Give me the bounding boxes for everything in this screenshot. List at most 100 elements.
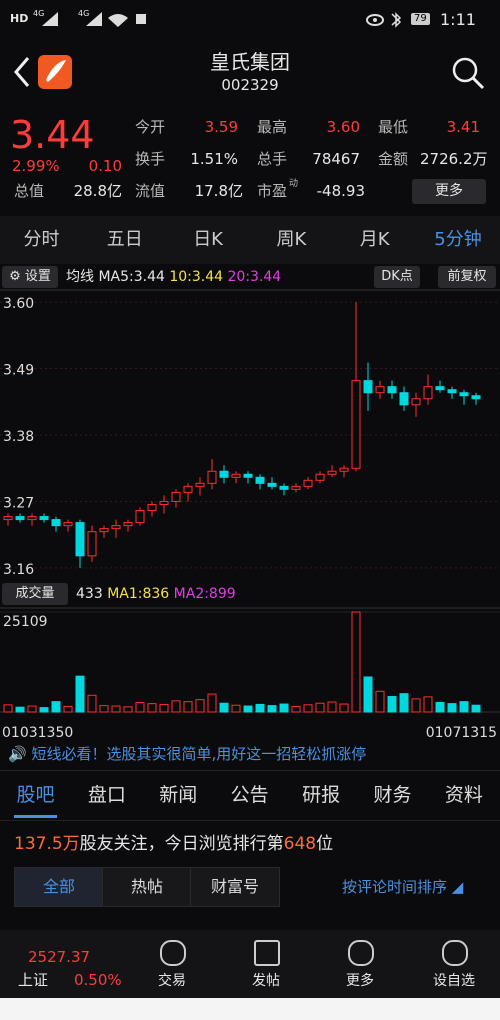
ma5: MA5:3.44 [98, 269, 165, 285]
field-label: 最高 [257, 118, 288, 136]
candle-body [363, 380, 373, 394]
period-tab[interactable]: 五日 [106, 229, 143, 250]
volume-bar [291, 705, 301, 713]
followers: 137.5万 [14, 834, 80, 854]
adjust-button[interactable]: 前复权 [438, 266, 496, 288]
candle-body [303, 479, 313, 487]
y-tick-label: 3.38 [3, 429, 34, 445]
candle-body [423, 386, 433, 400]
nav-label[interactable]: 交易 [158, 973, 186, 989]
nav-icon[interactable] [254, 940, 280, 966]
volume-bar [411, 698, 421, 713]
volume-bar [27, 705, 37, 713]
ma20: 20:3.44 [227, 269, 282, 285]
field-label: 市盈 [257, 182, 288, 200]
section-tab[interactable]: 财务 [373, 784, 412, 806]
y-tick-label: 3.60 [3, 296, 34, 312]
period-tab[interactable]: 5分钟 [434, 229, 482, 250]
section-tab[interactable]: 研报 [302, 784, 341, 806]
settings-button[interactable]: ⚙ 设置 [2, 266, 58, 288]
change: 0.10 [88, 157, 122, 175]
field-value: -48.93 [316, 182, 365, 200]
period-tab[interactable]: 分时 [23, 229, 60, 250]
candle-body [411, 398, 421, 406]
field-value: 78467 [312, 150, 360, 168]
candle-body [51, 519, 61, 527]
volume-bar [231, 704, 241, 713]
y-tick-label: 3.49 [3, 363, 34, 379]
period-tab[interactable]: 周K [276, 229, 307, 250]
nav-label[interactable]: 发帖 [252, 973, 280, 989]
candle-body [207, 470, 217, 484]
section-tab[interactable]: 股吧 [16, 784, 55, 806]
candle-body [375, 386, 385, 394]
period-tab[interactable]: 日K [193, 229, 223, 250]
nav-icon[interactable] [160, 940, 186, 966]
section-tab[interactable]: 新闻 [159, 784, 198, 806]
volume-bar [147, 703, 157, 713]
change-pct: 2.99% [12, 157, 60, 175]
volume-bar [87, 694, 97, 713]
candle-body [387, 386, 397, 394]
section-tab[interactable]: 盘口 [87, 784, 126, 806]
filter-tab[interactable]: 热帖 [102, 867, 192, 907]
volume-bar [423, 696, 433, 713]
nav-icon[interactable] [348, 940, 374, 966]
field-value: 2726.2万 [420, 150, 488, 168]
candle-body [447, 389, 457, 394]
candle-body [291, 485, 301, 490]
candle-body [171, 491, 181, 502]
stock-code: 002329 [221, 76, 279, 94]
volume-bar [15, 706, 25, 713]
more-button[interactable]: 更多 [412, 179, 486, 204]
section-tab[interactable]: 公告 [230, 784, 269, 806]
header-icons[interactable] [8, 50, 78, 94]
candle-body [27, 516, 37, 521]
nav-label[interactable]: 更多 [346, 973, 374, 989]
candle-body [39, 516, 49, 521]
tab-underline [14, 815, 57, 818]
volume-bar [447, 703, 457, 713]
volume-bar [339, 703, 349, 713]
nav-label[interactable]: 设自选 [433, 973, 475, 989]
filter-tab[interactable]: 全部 [14, 867, 104, 907]
candle-body [339, 467, 349, 472]
ma-title: 均线 [66, 269, 94, 285]
search-icon[interactable] [450, 55, 486, 91]
system-bar [0, 998, 500, 1020]
x-tick-label: 01071315 [426, 725, 497, 741]
sort-button[interactable]: 按评论时间排序 ◢ [342, 878, 464, 896]
volume-bar [171, 700, 181, 713]
candle-body [111, 525, 121, 530]
volume-bar [435, 701, 445, 713]
field-label: 总值 [14, 182, 45, 200]
volume-bar [111, 705, 121, 713]
period-tab[interactable]: 月K [359, 229, 390, 250]
field-value: 3.59 [204, 118, 238, 136]
candle-body [219, 470, 229, 478]
filter-tab[interactable]: 财富号 [190, 867, 280, 907]
volume-legend: 433 MA1:836 MA2:899 [76, 587, 236, 601]
volume-bar [243, 705, 253, 713]
settings-label: 设置 [24, 269, 51, 284]
index-change: 0.50% [74, 971, 122, 989]
field-label: 总手 [257, 150, 288, 168]
banner-text: 短线必看！选股其实很简单,用好这一招轻松抓涨停 [31, 745, 367, 763]
banner[interactable]: 🔊 短线必看！选股其实很简单,用好这一招轻松抓涨停 [8, 745, 367, 763]
forum-text: 位 [316, 834, 334, 854]
volume-bar [39, 707, 49, 713]
volume-bar [3, 704, 13, 713]
volume-bar [363, 676, 373, 713]
period-tab-bar [0, 216, 500, 264]
candle-body [243, 473, 253, 478]
volume-bar [99, 705, 109, 713]
candle-body [195, 482, 205, 487]
dk-button[interactable]: DK点 [374, 266, 420, 288]
volume-button[interactable]: 成交量 [2, 583, 68, 605]
section-tab[interactable]: 资料 [444, 784, 483, 806]
nav-icon[interactable] [442, 940, 468, 966]
forum-stats: 137.5万股友关注，今日浏览排行第648位 [14, 836, 333, 853]
candle-body [327, 470, 337, 475]
signal-label: 4G [33, 9, 45, 18]
status-icons [42, 12, 146, 27]
